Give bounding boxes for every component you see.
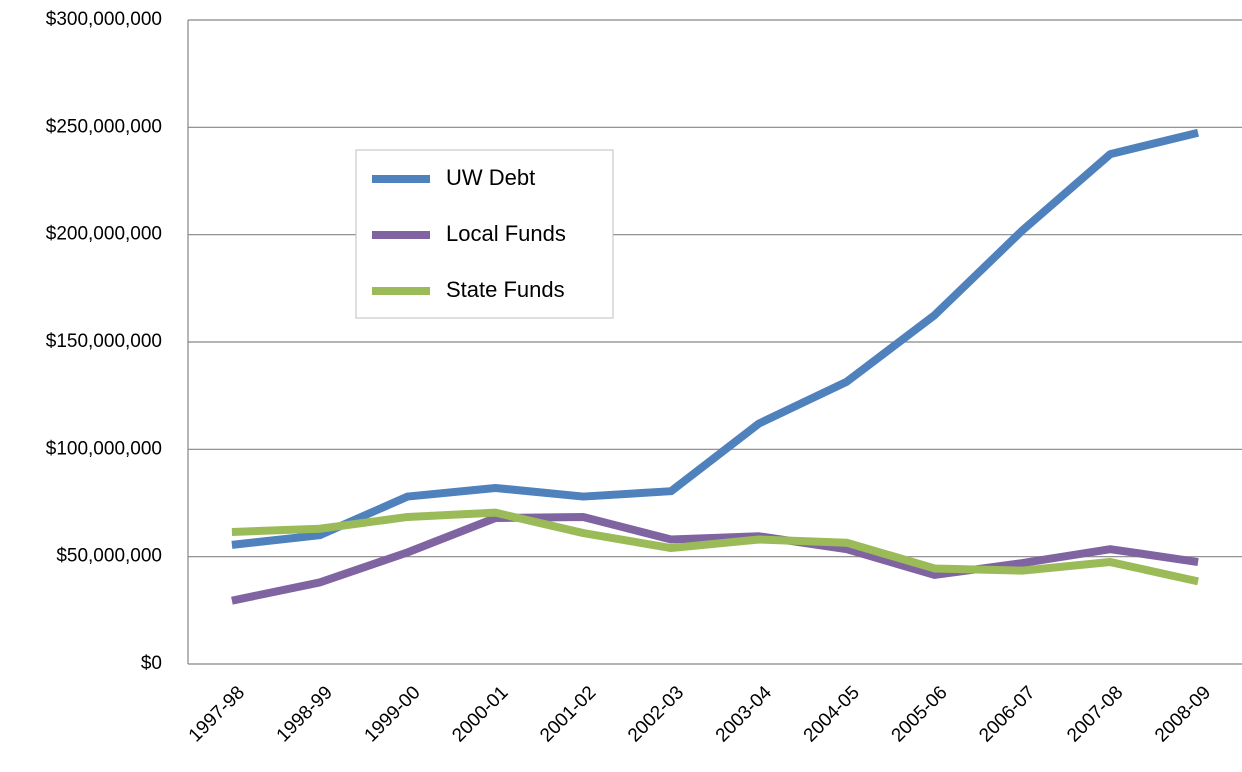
y-tick-label: $0 xyxy=(141,653,162,674)
legend-label: Local Funds xyxy=(446,221,566,246)
legend-label: State Funds xyxy=(446,277,565,302)
legend-label: UW Debt xyxy=(446,165,535,190)
x-tick-label: 2003-04 xyxy=(712,682,776,746)
x-tick-label: 2008-09 xyxy=(1151,682,1215,746)
x-tick-label: 1998-99 xyxy=(273,682,337,746)
y-tick-label: $250,000,000 xyxy=(46,116,162,137)
series-line xyxy=(231,128,1200,549)
series-line xyxy=(231,508,1199,586)
legend: UW Debt Local Funds State Funds xyxy=(355,149,614,319)
x-tick-label: 1999-00 xyxy=(361,682,425,746)
x-tick-label: 1997-98 xyxy=(185,682,249,746)
x-tick-label: 2007-08 xyxy=(1063,682,1127,746)
x-tick-label: 2004-05 xyxy=(800,682,864,746)
y-tick-label: $150,000,000 xyxy=(46,331,162,352)
y-tick-label: $50,000,000 xyxy=(56,546,162,567)
x-tick-label: 2006-07 xyxy=(975,682,1039,746)
y-tick-label: $300,000,000 xyxy=(46,9,162,30)
y-tick-label: $100,000,000 xyxy=(46,438,162,459)
x-tick-label: 2000-01 xyxy=(448,682,512,746)
x-tick-label: 2002-03 xyxy=(624,682,688,746)
x-tick-label: 2001-02 xyxy=(536,682,600,746)
y-tick-label: $200,000,000 xyxy=(46,224,162,245)
series-line xyxy=(231,512,1199,605)
x-tick-label: 2005-06 xyxy=(888,682,952,746)
